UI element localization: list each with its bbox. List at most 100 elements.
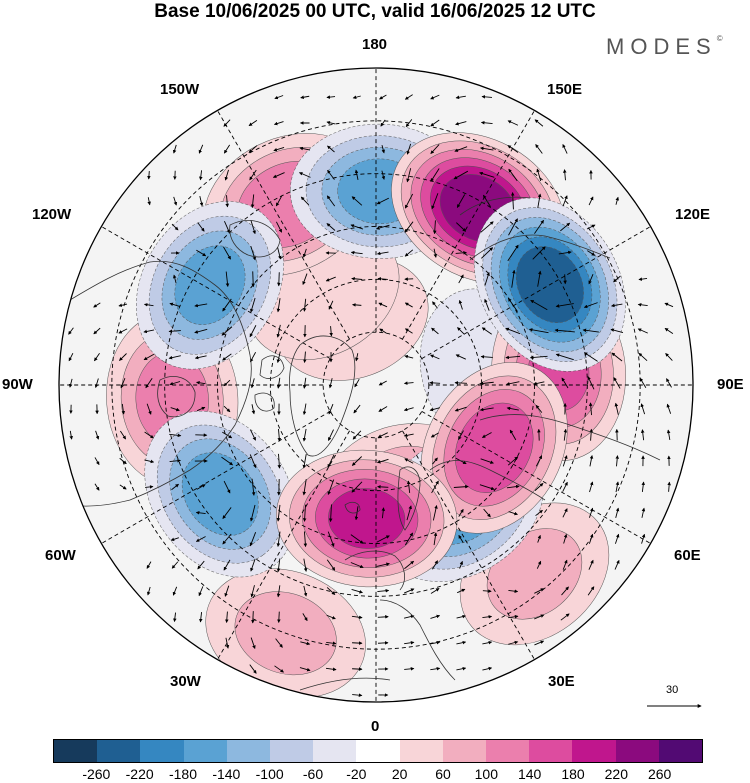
- wind-arrow: [430, 588, 440, 594]
- wind-arrow: [351, 481, 363, 493]
- wind-arrow: [326, 120, 336, 125]
- reference-vector-label: 30: [666, 684, 679, 696]
- wind-arrow: [404, 560, 415, 570]
- wind-arrow: [376, 251, 389, 256]
- wind-arrow: [169, 433, 182, 438]
- wind-arrow: [250, 220, 256, 235]
- wind-arrow: [300, 196, 310, 206]
- wind-arrow: [121, 403, 126, 415]
- wind-arrow: [94, 457, 100, 466]
- wind-arrow: [431, 193, 439, 210]
- wind-arrow: [588, 507, 594, 518]
- wind-arrow: [433, 532, 438, 546]
- wind-arrow: [354, 169, 359, 180]
- wind-arrow: [169, 458, 181, 463]
- wind-arrow: [197, 560, 205, 570]
- wind-arrow: [482, 615, 493, 619]
- wind-arrow: [430, 119, 440, 127]
- colorbar: [53, 739, 703, 763]
- anomaly-center: [276, 449, 458, 588]
- wind-arrow: [303, 351, 307, 364]
- wind-arrow: [483, 508, 491, 518]
- meridian-line: [421, 226, 651, 359]
- wind-arrow: [404, 614, 415, 619]
- wind-arrow: [251, 478, 256, 496]
- wind-arrow: [375, 224, 390, 230]
- wind-arrow: [198, 612, 203, 623]
- wind-arrow: [120, 378, 126, 389]
- colorbar-segment: [140, 740, 184, 762]
- wind-arrow: [381, 145, 385, 154]
- wind-arrow: [456, 588, 466, 594]
- wind-arrow: [302, 298, 307, 312]
- wind-arrow: [455, 251, 467, 255]
- wind-arrow: [615, 455, 620, 467]
- wind-arrow: [224, 220, 231, 234]
- wind-arrow: [302, 248, 307, 258]
- wind-arrow: [458, 299, 463, 310]
- wind-arrow: [377, 588, 390, 593]
- colorbar-ticks: -260 -220 -180 -140 -100 -60 -20 20 60 100 140 180 2…: [53, 766, 703, 782]
- wind-arrow: [455, 95, 466, 100]
- wind-arrow: [118, 328, 128, 334]
- wind-arrow: [587, 376, 595, 390]
- wind-arrow: [430, 432, 439, 438]
- colorbar-segment: [486, 740, 530, 762]
- wind-arrow: [613, 275, 621, 283]
- wind-arrow: [222, 507, 232, 520]
- wind-arrow: [351, 589, 363, 594]
- wind-arrow: [119, 353, 127, 361]
- wind-arrow: [199, 196, 204, 207]
- wind-arrow: [432, 457, 438, 465]
- wind-arrow: [376, 458, 389, 464]
- wind-arrow: [302, 453, 307, 469]
- wind-arrow: [563, 274, 567, 285]
- wind-arrow: [639, 377, 647, 388]
- wind-arrow: [588, 402, 593, 416]
- wind-arrow: [508, 614, 519, 619]
- wind-arrow: [404, 221, 414, 233]
- wind-arrow: [480, 458, 494, 464]
- wind-arrow: [406, 480, 411, 493]
- colorbar-tick-label: 260: [647, 766, 672, 782]
- wind-arrow: [250, 429, 256, 441]
- wind-arrow: [173, 274, 177, 284]
- wind-arrow: [173, 612, 177, 623]
- wind-arrow: [351, 196, 363, 206]
- wind-arrow: [560, 613, 570, 621]
- wind-arrow: [225, 271, 230, 287]
- wind-arrow: [509, 429, 517, 441]
- longitude-label-90e: 90E: [717, 376, 744, 393]
- wind-arrow: [506, 381, 520, 386]
- wind-arrow: [614, 402, 619, 415]
- wind-arrow: [508, 218, 518, 236]
- wind-arrow: [481, 327, 492, 335]
- wind-arrow: [250, 558, 256, 572]
- wind-arrow: [533, 381, 545, 386]
- wind-vectors: [68, 94, 674, 697]
- wind-arrow: [276, 298, 281, 313]
- wind-arrow: [611, 303, 623, 308]
- longitude-label-150e: 150E: [547, 81, 583, 98]
- wind-arrow: [250, 245, 257, 261]
- wind-arrow: [300, 95, 310, 99]
- wind-arrow: [482, 666, 493, 671]
- wind-arrow: [583, 302, 598, 309]
- wind-arrow: [224, 169, 229, 181]
- map-title: Base 10/06/2025 00 UTC, valid 16/06/2025…: [154, 1, 596, 22]
- colorbar-segment: [529, 740, 573, 762]
- longitude-label-30e: 30E: [548, 673, 575, 690]
- wind-arrow: [429, 381, 441, 385]
- wind-arrow: [638, 277, 648, 281]
- wind-arrow: [453, 484, 469, 489]
- wind-arrow: [143, 353, 155, 361]
- colorbar-tick-label: -220: [125, 766, 154, 782]
- wind-arrow: [588, 559, 594, 570]
- anomaly-field: [106, 123, 626, 699]
- wind-arrow: [144, 431, 154, 439]
- wind-arrow: [404, 94, 413, 100]
- wind-arrow: [637, 328, 648, 334]
- wind-arrow: [563, 428, 568, 441]
- wind-arrow: [404, 193, 414, 209]
- wind-arrow: [404, 328, 413, 334]
